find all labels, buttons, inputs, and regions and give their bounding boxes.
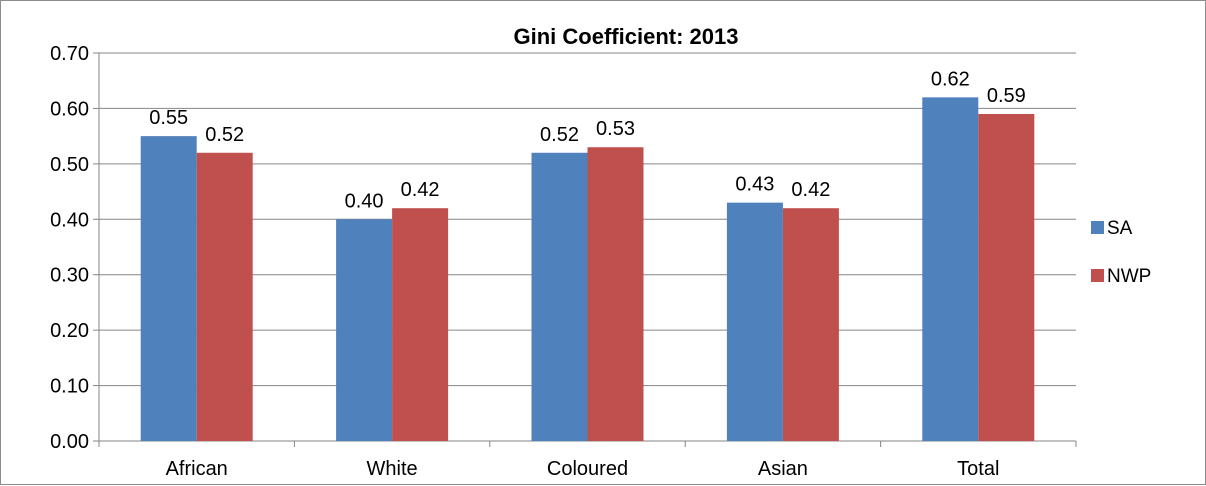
bar-nwp-african — [196, 152, 253, 441]
x-tick-label: White — [367, 458, 418, 480]
y-tick-label: 0.60 — [50, 98, 89, 120]
bar-sa-asian — [726, 202, 783, 441]
legend-label-sa: SA — [1107, 218, 1133, 239]
legend-label-nwp: NWP — [1107, 266, 1151, 287]
legend-swatch-sa — [1091, 221, 1104, 234]
data-label: 0.55 — [149, 107, 188, 129]
data-label: 0.52 — [205, 124, 244, 146]
y-tick-label: 0.10 — [50, 376, 89, 398]
x-tick-label: Coloured — [547, 458, 628, 480]
data-label: 0.42 — [401, 179, 440, 201]
x-tick-label: Total — [957, 458, 999, 480]
chart-title: Gini Coefficient: 2013 — [514, 24, 739, 49]
x-tick-label: Asian — [758, 458, 808, 480]
y-tick-label: 0.70 — [50, 43, 89, 65]
legend: SA NWP — [1091, 218, 1151, 287]
data-label: 0.43 — [735, 174, 774, 196]
data-label: 0.59 — [987, 85, 1026, 107]
data-labels: 0.55 0.52 0.40 0.42 0.52 0.53 0.43 0.42 0.62 0.59 — [149, 68, 1026, 212]
y-tick-label: 0.30 — [50, 265, 89, 287]
data-label: 0.40 — [345, 190, 384, 212]
bar-nwp-white — [392, 208, 449, 441]
y-tick-label: 0.00 — [50, 431, 89, 453]
bar-sa-white — [336, 219, 393, 441]
bars — [140, 97, 1035, 441]
y-tick-label: 0.50 — [50, 154, 89, 176]
data-label: 0.52 — [540, 124, 579, 146]
data-label: 0.42 — [791, 179, 830, 201]
y-axis: 0.00 0.10 0.20 0.30 0.40 0.50 0.60 0.70 — [50, 43, 100, 453]
bar-sa-african — [140, 136, 197, 441]
bar-nwp-coloured — [587, 147, 644, 441]
y-tick-label: 0.20 — [50, 320, 89, 342]
y-tick-label: 0.40 — [50, 209, 89, 231]
data-label: 0.53 — [596, 118, 635, 140]
bar-nwp-total — [978, 113, 1035, 441]
data-label: 0.62 — [931, 68, 970, 90]
bar-sa-coloured — [531, 152, 588, 441]
x-tick-label: African — [166, 458, 228, 480]
x-axis: African White Coloured Asian Total — [98, 440, 1077, 480]
legend-swatch-nwp — [1091, 269, 1104, 282]
bar-sa-total — [922, 97, 979, 441]
bar-nwp-asian — [782, 208, 839, 441]
